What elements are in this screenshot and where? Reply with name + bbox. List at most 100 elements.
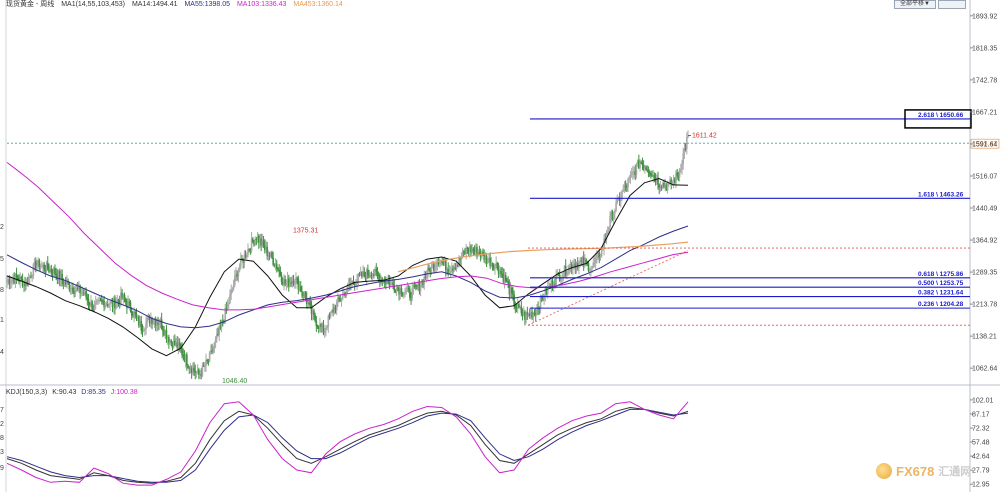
candle-body — [62, 280, 65, 284]
candle-body — [683, 148, 686, 154]
ma-line-ma55 — [6, 225, 689, 329]
kdj-tick-label: 12.95 — [972, 482, 990, 489]
candle-body — [359, 272, 362, 275]
candle-body — [443, 260, 446, 264]
candle-body — [385, 282, 387, 284]
candle-body — [296, 277, 298, 279]
candle-body — [592, 262, 595, 268]
candle-body — [242, 259, 244, 263]
candle-body — [322, 324, 325, 334]
candle-body — [171, 342, 174, 348]
overlay-lines: 1593.47 2.618 \ 1650.66 1.618 \ 1463.26 0.6… — [7, 109, 1000, 385]
kdj-tick-label: 27.79 — [972, 468, 990, 475]
candle-body — [45, 262, 48, 272]
candle-body — [213, 342, 216, 349]
candle-body — [397, 287, 399, 289]
candle-body — [61, 274, 63, 281]
candle-body — [92, 310, 95, 312]
fib-label: 0.382 \ 1231.64 — [918, 290, 964, 297]
candle-body — [663, 183, 665, 187]
candle-body — [99, 299, 102, 301]
candle-body — [652, 174, 655, 176]
candle-body — [220, 320, 223, 327]
candle-body — [474, 247, 477, 252]
candle-body — [176, 342, 179, 348]
candle-body — [544, 288, 547, 298]
candle-body — [665, 184, 668, 190]
candle-body — [255, 238, 258, 240]
candle-body — [363, 271, 366, 276]
candle-body — [560, 279, 562, 281]
candle-body — [229, 294, 231, 303]
candle-body — [624, 185, 627, 187]
candle-body — [151, 318, 153, 324]
candle-body — [120, 292, 122, 304]
candle-body — [376, 271, 379, 275]
view-select-button[interactable]: 全部平移▼ — [894, 0, 936, 9]
candle-body — [611, 211, 614, 220]
candle-body — [97, 299, 99, 301]
candle-body — [211, 350, 213, 353]
candle-body — [117, 299, 120, 301]
candle-body — [289, 282, 291, 287]
candle-body — [267, 255, 270, 257]
candle-body — [532, 313, 535, 318]
candle-body — [126, 302, 128, 308]
candle-body — [490, 263, 493, 267]
candle-body — [453, 267, 456, 271]
candle-body — [528, 313, 531, 316]
candle-body — [510, 287, 513, 293]
candle-body — [434, 266, 436, 271]
chart-header: 现货黄金 - 周线 MA1(14,55,103,453) MA14:1494.4… — [6, 0, 348, 9]
toolbar-button[interactable] — [938, 0, 966, 9]
candle-body — [115, 303, 117, 309]
candle-body — [108, 304, 110, 307]
candle-body — [373, 274, 375, 276]
candle-body — [581, 257, 584, 261]
candle-body — [569, 264, 572, 267]
candle-body — [187, 365, 189, 368]
candle-body — [16, 277, 19, 280]
candle-body — [534, 313, 537, 315]
candle-body — [50, 269, 53, 273]
price-tick-label: 1667.21 — [972, 109, 997, 116]
candle-body — [156, 322, 158, 326]
left-kdj-label: 7 — [0, 407, 4, 414]
candle-body — [626, 186, 628, 188]
candle-body — [291, 280, 294, 284]
candle-body — [353, 282, 356, 286]
candle-body — [37, 259, 39, 266]
candle-body — [304, 292, 307, 299]
candle-body — [28, 276, 31, 279]
candle-body — [521, 313, 524, 315]
candle-body — [66, 281, 68, 285]
candle-body — [189, 368, 192, 370]
candle-body — [590, 268, 592, 271]
candle-body — [10, 279, 13, 283]
candle-body — [54, 268, 56, 274]
candle-body — [98, 299, 101, 301]
candle-body — [134, 311, 137, 315]
candle-body — [226, 304, 229, 309]
candle-body — [497, 269, 500, 275]
candle-body — [182, 354, 185, 356]
candle-body — [42, 264, 44, 266]
candle-body — [118, 300, 121, 304]
price-tick-label: 1289.35 — [972, 270, 997, 277]
candle-body — [235, 273, 237, 277]
candle-body — [452, 268, 454, 271]
candle-body — [618, 197, 621, 202]
candle-body — [205, 359, 207, 367]
candle-body — [430, 265, 433, 274]
candle-body — [439, 262, 441, 264]
candle-body — [670, 179, 673, 185]
candle-body — [38, 259, 41, 269]
candle-body — [684, 148, 687, 150]
candle-body — [19, 277, 21, 282]
candle-body — [310, 304, 313, 314]
candle-body — [164, 330, 167, 335]
candle-body — [496, 262, 499, 270]
candle-body — [76, 287, 79, 289]
candle-body — [418, 281, 421, 291]
